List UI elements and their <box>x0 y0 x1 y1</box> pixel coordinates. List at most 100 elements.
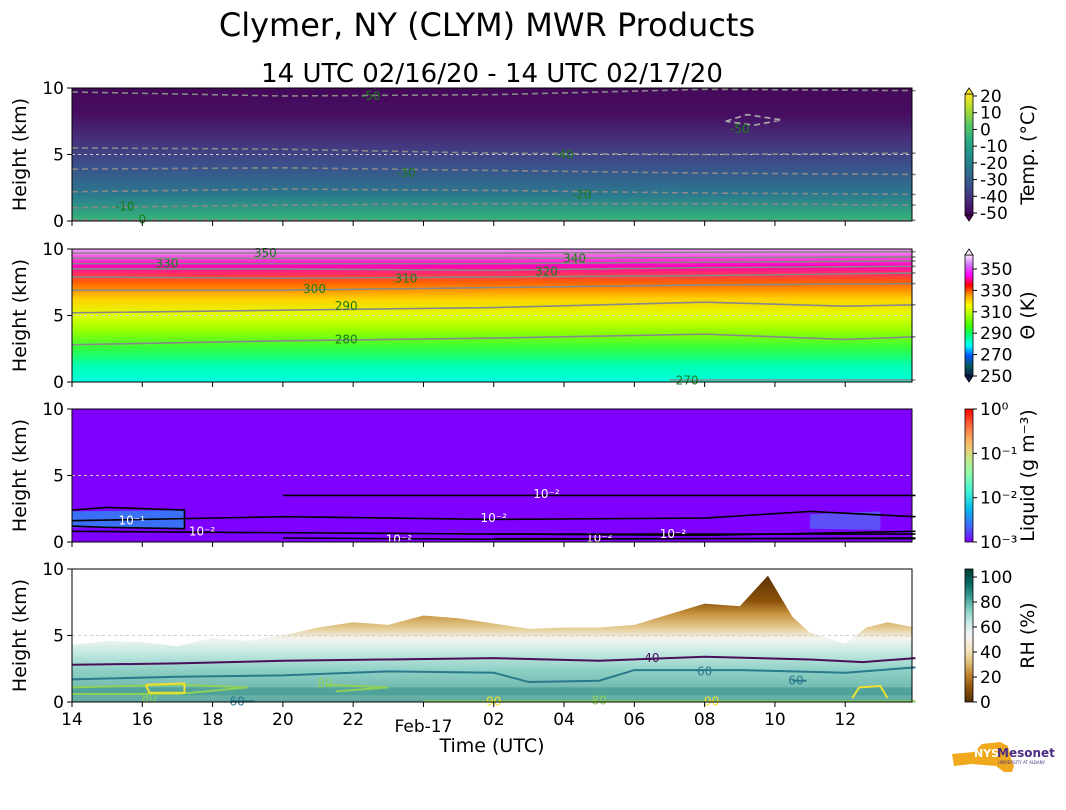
contour-label: 10⁻² <box>189 524 216 538</box>
contour-label: 10⁻² <box>660 527 687 541</box>
contour-line <box>71 506 186 530</box>
contour-label: 60 <box>697 664 712 678</box>
y-tick-label: 10 <box>42 400 64 420</box>
colorbar-extend-max <box>964 87 974 95</box>
y-axis-label: Height (km) <box>9 419 31 532</box>
colorbar-tick-label: 290 <box>980 324 1012 344</box>
colorbar-tick-label: -30 <box>980 171 1008 191</box>
contour-line <box>71 301 916 314</box>
x-tick-label: 08 <box>694 710 716 730</box>
contour-label: 90 <box>486 694 501 708</box>
y-tick-label: 0 <box>53 693 64 713</box>
contour-label: 270 <box>676 374 699 388</box>
x-tick-label: 06 <box>624 710 646 730</box>
contour-label: 290 <box>335 299 358 313</box>
contour-line <box>71 666 916 684</box>
contour-label: 90 <box>704 694 719 708</box>
contour-label: -50 <box>730 122 750 136</box>
contour-line <box>72 260 916 265</box>
colorbar-tick-label: 270 <box>980 346 1012 366</box>
moist-core <box>72 687 912 696</box>
contour-line <box>72 265 916 272</box>
colorbar-gradient <box>964 254 974 377</box>
contour-label: 310 <box>394 271 417 285</box>
colorbar-tick-label: 20 <box>980 87 1002 107</box>
panel-liquid_water: 10⁻² 10⁻² 10⁻¹ 10⁻² 10⁻² 10⁻² 10⁻² 0 5 10 Height (… <box>9 400 1039 553</box>
x-tick-label: 22 <box>342 710 364 730</box>
colorbar-tick-label: -20 <box>980 154 1008 174</box>
colorbar-tick-label: 10⁻³ <box>980 533 1017 553</box>
colorbar-tick-label: 330 <box>980 281 1012 301</box>
contour-label: 40 <box>644 651 659 665</box>
colorbar-tick-label: 350 <box>980 260 1012 280</box>
y-tick-label: 0 <box>53 373 64 393</box>
y-tick-label: 10 <box>42 240 64 260</box>
y-tick-label: 5 <box>53 146 64 166</box>
y-axis-label: Height (km) <box>9 98 31 211</box>
contour-label: 280 <box>335 332 358 346</box>
contour-label: 60 <box>788 674 803 688</box>
contour-label: 300 <box>303 282 326 296</box>
contour-line <box>71 147 916 156</box>
colorbar-tick-label: -10 <box>980 137 1008 157</box>
new-york-state-shape <box>952 742 1014 772</box>
colorbar-tick-label: 250 <box>980 367 1012 387</box>
contour-label: 80 <box>317 676 332 690</box>
colorbar-tick-label: -50 <box>980 204 1008 224</box>
colorbar-tick-label: -40 <box>980 187 1008 207</box>
y-tick-label: 5 <box>53 467 64 487</box>
colorbar-label: Temp. (°C) <box>1017 104 1039 205</box>
contour-line <box>725 113 783 127</box>
contour-line <box>71 166 916 176</box>
contour-line <box>72 250 916 254</box>
y-tick-label: 10 <box>42 560 64 580</box>
colorbar-tick-label: 10 <box>980 104 1002 124</box>
colorbar-tick-label: 310 <box>980 303 1012 323</box>
y-tick-label: 10 <box>42 79 64 99</box>
colorbar-tick-label: 10⁰ <box>980 400 1009 420</box>
contour-line <box>851 685 889 699</box>
contour-line <box>71 333 916 346</box>
colorbar-tick-label: 10⁻¹ <box>980 444 1017 464</box>
contour-label: 0 <box>138 213 146 227</box>
contour-label: -10 <box>115 199 135 213</box>
colorbar-extend-min <box>964 375 974 383</box>
contour-label: 340 <box>563 251 586 265</box>
x-tick-label: 18 <box>202 710 224 730</box>
x-tick-label: 16 <box>131 710 153 730</box>
logo-nys: NYS <box>974 747 999 760</box>
figure-title: Clymer, NY (CLYM) MWR Products <box>219 6 755 44</box>
colorbar-relative_humidity: 100 80 60 40 20 0 RH (%) <box>964 568 1039 713</box>
liquid-patch <box>810 511 881 531</box>
panel-relative_humidity: 40 60 60 60 80 80 80 90 90 0 5 10 Height (km) 14 16 18 2… <box>9 560 1039 757</box>
contour-label: 80 <box>592 694 607 708</box>
x-tick-label: 04 <box>553 710 575 730</box>
contour-line <box>325 683 389 693</box>
contour-line <box>72 256 916 260</box>
contour-line <box>71 188 916 196</box>
contour-line <box>71 272 916 280</box>
colorbar-extend-min <box>964 214 974 222</box>
y-axis-label: Height (km) <box>9 259 31 372</box>
colorbar-tick-label: 0 <box>980 120 991 140</box>
contour-label: 350 <box>254 246 277 260</box>
y-tick-label: 5 <box>53 627 64 647</box>
contour-line <box>71 655 916 666</box>
logo-mesonet: Mesonet <box>997 746 1055 760</box>
x-tick-label: 12 <box>834 710 856 730</box>
contour-label: -40 <box>554 148 574 162</box>
contour-line <box>144 682 186 694</box>
logo-university: UNIVERSITY AT ALBANY <box>998 760 1046 765</box>
colorbar-tick-label: 100 <box>980 568 1012 588</box>
contour-label: 10⁻¹ <box>119 514 146 528</box>
contour-label: 60 <box>230 694 245 708</box>
colorbar-gradient <box>964 93 974 216</box>
contour-label: 10⁻² <box>533 487 560 501</box>
y-tick-label: 5 <box>53 307 64 327</box>
contour-line <box>71 202 916 209</box>
